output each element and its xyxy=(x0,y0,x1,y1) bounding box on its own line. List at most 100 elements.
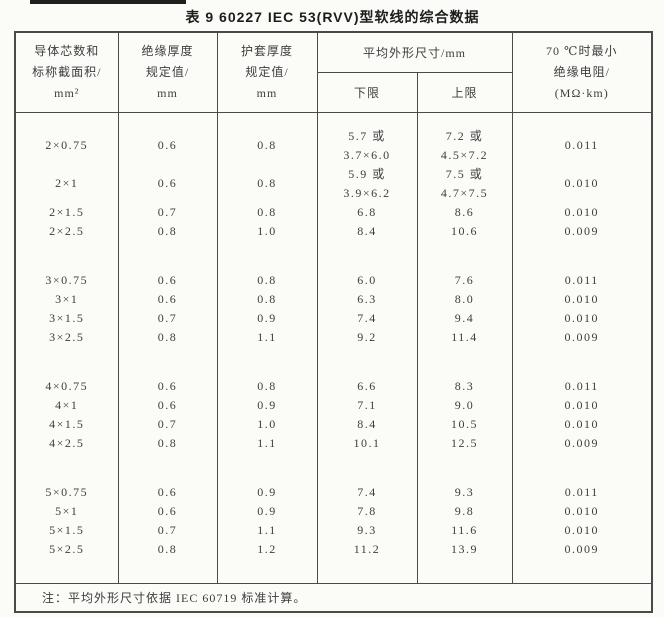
cell-line: 5.7 或 xyxy=(348,128,386,143)
cell-line: 7.4 xyxy=(357,484,377,499)
cable-size-cell: 3×2.5 xyxy=(14,327,119,347)
value-cell: 7.8 xyxy=(316,501,418,521)
cell-line: 0.010 xyxy=(564,204,600,219)
value-cell: 7.6 xyxy=(416,270,513,290)
table-row: 3×2.5 0.8 1.1 9.2 11.4 0.009 xyxy=(14,327,653,347)
value-cell: 0.6 xyxy=(117,376,218,396)
spacer-cell xyxy=(216,452,318,483)
value-cell: 0.9 xyxy=(216,501,318,521)
cell-line: 9.8 xyxy=(454,503,475,518)
header-conductor-line1: 导体芯数和 xyxy=(34,43,100,58)
cell-line: 0.7 xyxy=(157,522,178,537)
value-cell: 6.3 xyxy=(316,289,418,309)
cell-line: 0.7 xyxy=(157,416,178,431)
cell-line: 1.1 xyxy=(257,329,277,344)
spacer-cell xyxy=(511,240,653,271)
table-header: 导体芯数和 标称截面积/ mm² 绝缘厚度 规定值/ mm 护套厚度 规定值/ … xyxy=(14,31,653,113)
value-cell: 0.8 xyxy=(216,289,318,309)
cell-line: 4×1.5 xyxy=(49,416,85,431)
spacer-cell xyxy=(416,112,513,127)
value-cell: 1.0 xyxy=(216,221,318,241)
top-spacer-row xyxy=(14,112,653,127)
value-cell: 0.7 xyxy=(117,202,218,222)
cell-line: 0.6 xyxy=(157,397,178,412)
value-cell: 8.4 xyxy=(316,221,418,241)
cell-line: 4×0.75 xyxy=(45,378,89,393)
cable-size-cell: 5×0.75 xyxy=(14,482,119,502)
value-cell: 11.2 xyxy=(316,539,418,559)
cell-line: 12.5 xyxy=(451,435,478,450)
value-cell: 0.009 xyxy=(511,221,653,241)
table-row: 5×0.75 0.6 0.9 7.4 9.3 0.011 xyxy=(14,482,653,502)
table-row: 4×0.75 0.6 0.8 6.6 8.3 0.011 xyxy=(14,376,653,396)
value-cell: 8.0 xyxy=(416,289,513,309)
cell-line: 9.3 xyxy=(357,522,377,537)
spacer-cell xyxy=(316,346,418,377)
cable-size-cell: 5×1 xyxy=(14,501,119,521)
header-sheath: 护套厚度 规定值/ mm xyxy=(216,31,318,113)
value-cell: 0.7 xyxy=(117,308,218,328)
cell-line: 2×1.5 xyxy=(49,204,85,219)
value-cell: 0.8 xyxy=(117,539,218,559)
value-cell: 0.6 xyxy=(117,289,218,309)
header-insulation-line3: mm xyxy=(157,85,178,100)
cell-line: 7.2 或 xyxy=(445,128,484,143)
value-cell: 0.8 xyxy=(117,433,218,453)
cell-line: 0.9 xyxy=(257,503,277,518)
value-cell: 11.4 xyxy=(416,327,513,347)
header-sheath-line1: 护套厚度 xyxy=(240,43,293,58)
cell-line: 0.010 xyxy=(564,310,600,325)
header-row-2: 下限 上限 xyxy=(15,71,652,113)
cell-line: 0.8 xyxy=(257,204,277,219)
table-row: 3×1.5 0.7 0.9 7.4 9.4 0.010 xyxy=(14,308,653,328)
value-cell: 9.8 xyxy=(416,501,513,521)
value-cell: 0.009 xyxy=(511,327,653,347)
spacer-cell xyxy=(416,240,513,271)
value-cell: 0.9 xyxy=(216,308,318,328)
table-row: 4×2.5 0.8 1.1 10.1 12.5 0.009 xyxy=(14,433,653,453)
cell-line: 0.6 xyxy=(157,138,178,152)
cable-size-cell: 2×2.5 xyxy=(14,221,119,241)
value-cell: 7.1 xyxy=(316,395,418,415)
value-cell: 0.010 xyxy=(511,289,653,309)
table-row: 2×1.5 0.7 0.8 6.8 8.6 0.010 xyxy=(14,202,653,222)
spacer-cell xyxy=(216,346,318,377)
value-cell: 1.1 xyxy=(216,520,318,540)
spacer-cell xyxy=(216,558,318,583)
document-page: 表 9 60227 IEC 53(RVV)型软线的综合数据 导体芯数和 标称截面… xyxy=(14,4,654,613)
value-cell: 9.3 xyxy=(416,482,513,502)
header-insulation-line2: 规定值/ xyxy=(145,64,190,79)
header-row-1: 导体芯数和 标称截面积/ mm² 绝缘厚度 规定值/ mm 护套厚度 规定值/ … xyxy=(14,31,653,113)
cell-line: 0.009 xyxy=(564,329,600,344)
value-cell: 0.6 xyxy=(117,482,218,502)
value-cell: 0.6 xyxy=(117,395,218,415)
cell-line: 8.4 xyxy=(357,223,377,238)
value-cell: 0.010 xyxy=(511,395,653,415)
cable-size-cell: 5×2.5 xyxy=(14,539,119,559)
spacer-cell xyxy=(316,452,418,483)
group-spacer-row xyxy=(14,346,653,377)
cell-line: 0.6 xyxy=(157,291,178,306)
value-cell: 13.9 xyxy=(416,539,513,559)
value-cell: 0.011 xyxy=(511,126,653,165)
cell-line: 0.8 xyxy=(157,435,178,450)
cell-line: 8.6 xyxy=(454,204,475,219)
value-cell: 0.011 xyxy=(511,482,653,502)
header-insulation: 绝缘厚度 规定值/ mm xyxy=(117,31,218,113)
cell-line: 10.6 xyxy=(451,223,478,238)
cell-line: 3×0.75 xyxy=(45,272,89,287)
cell-line: 9.2 xyxy=(357,329,377,344)
cell-line: 0.010 xyxy=(564,416,600,431)
value-cell: 9.4 xyxy=(416,308,513,328)
cell-line: 5×1.5 xyxy=(49,522,85,537)
value-cell: 0.8 xyxy=(216,376,318,396)
cell-line: 4×1 xyxy=(55,397,79,412)
cable-size-cell: 4×1 xyxy=(14,395,119,415)
value-cell: 0.010 xyxy=(511,164,653,203)
header-sheath-line2: 规定值/ xyxy=(245,64,289,79)
cell-line: 0.9 xyxy=(257,484,277,499)
table-row: 5×1 0.6 0.9 7.8 9.8 0.010 xyxy=(14,501,653,521)
group-spacer-row xyxy=(14,240,653,271)
value-cell: 0.6 xyxy=(117,501,218,521)
cable-size-cell: 5×1.5 xyxy=(14,520,119,540)
